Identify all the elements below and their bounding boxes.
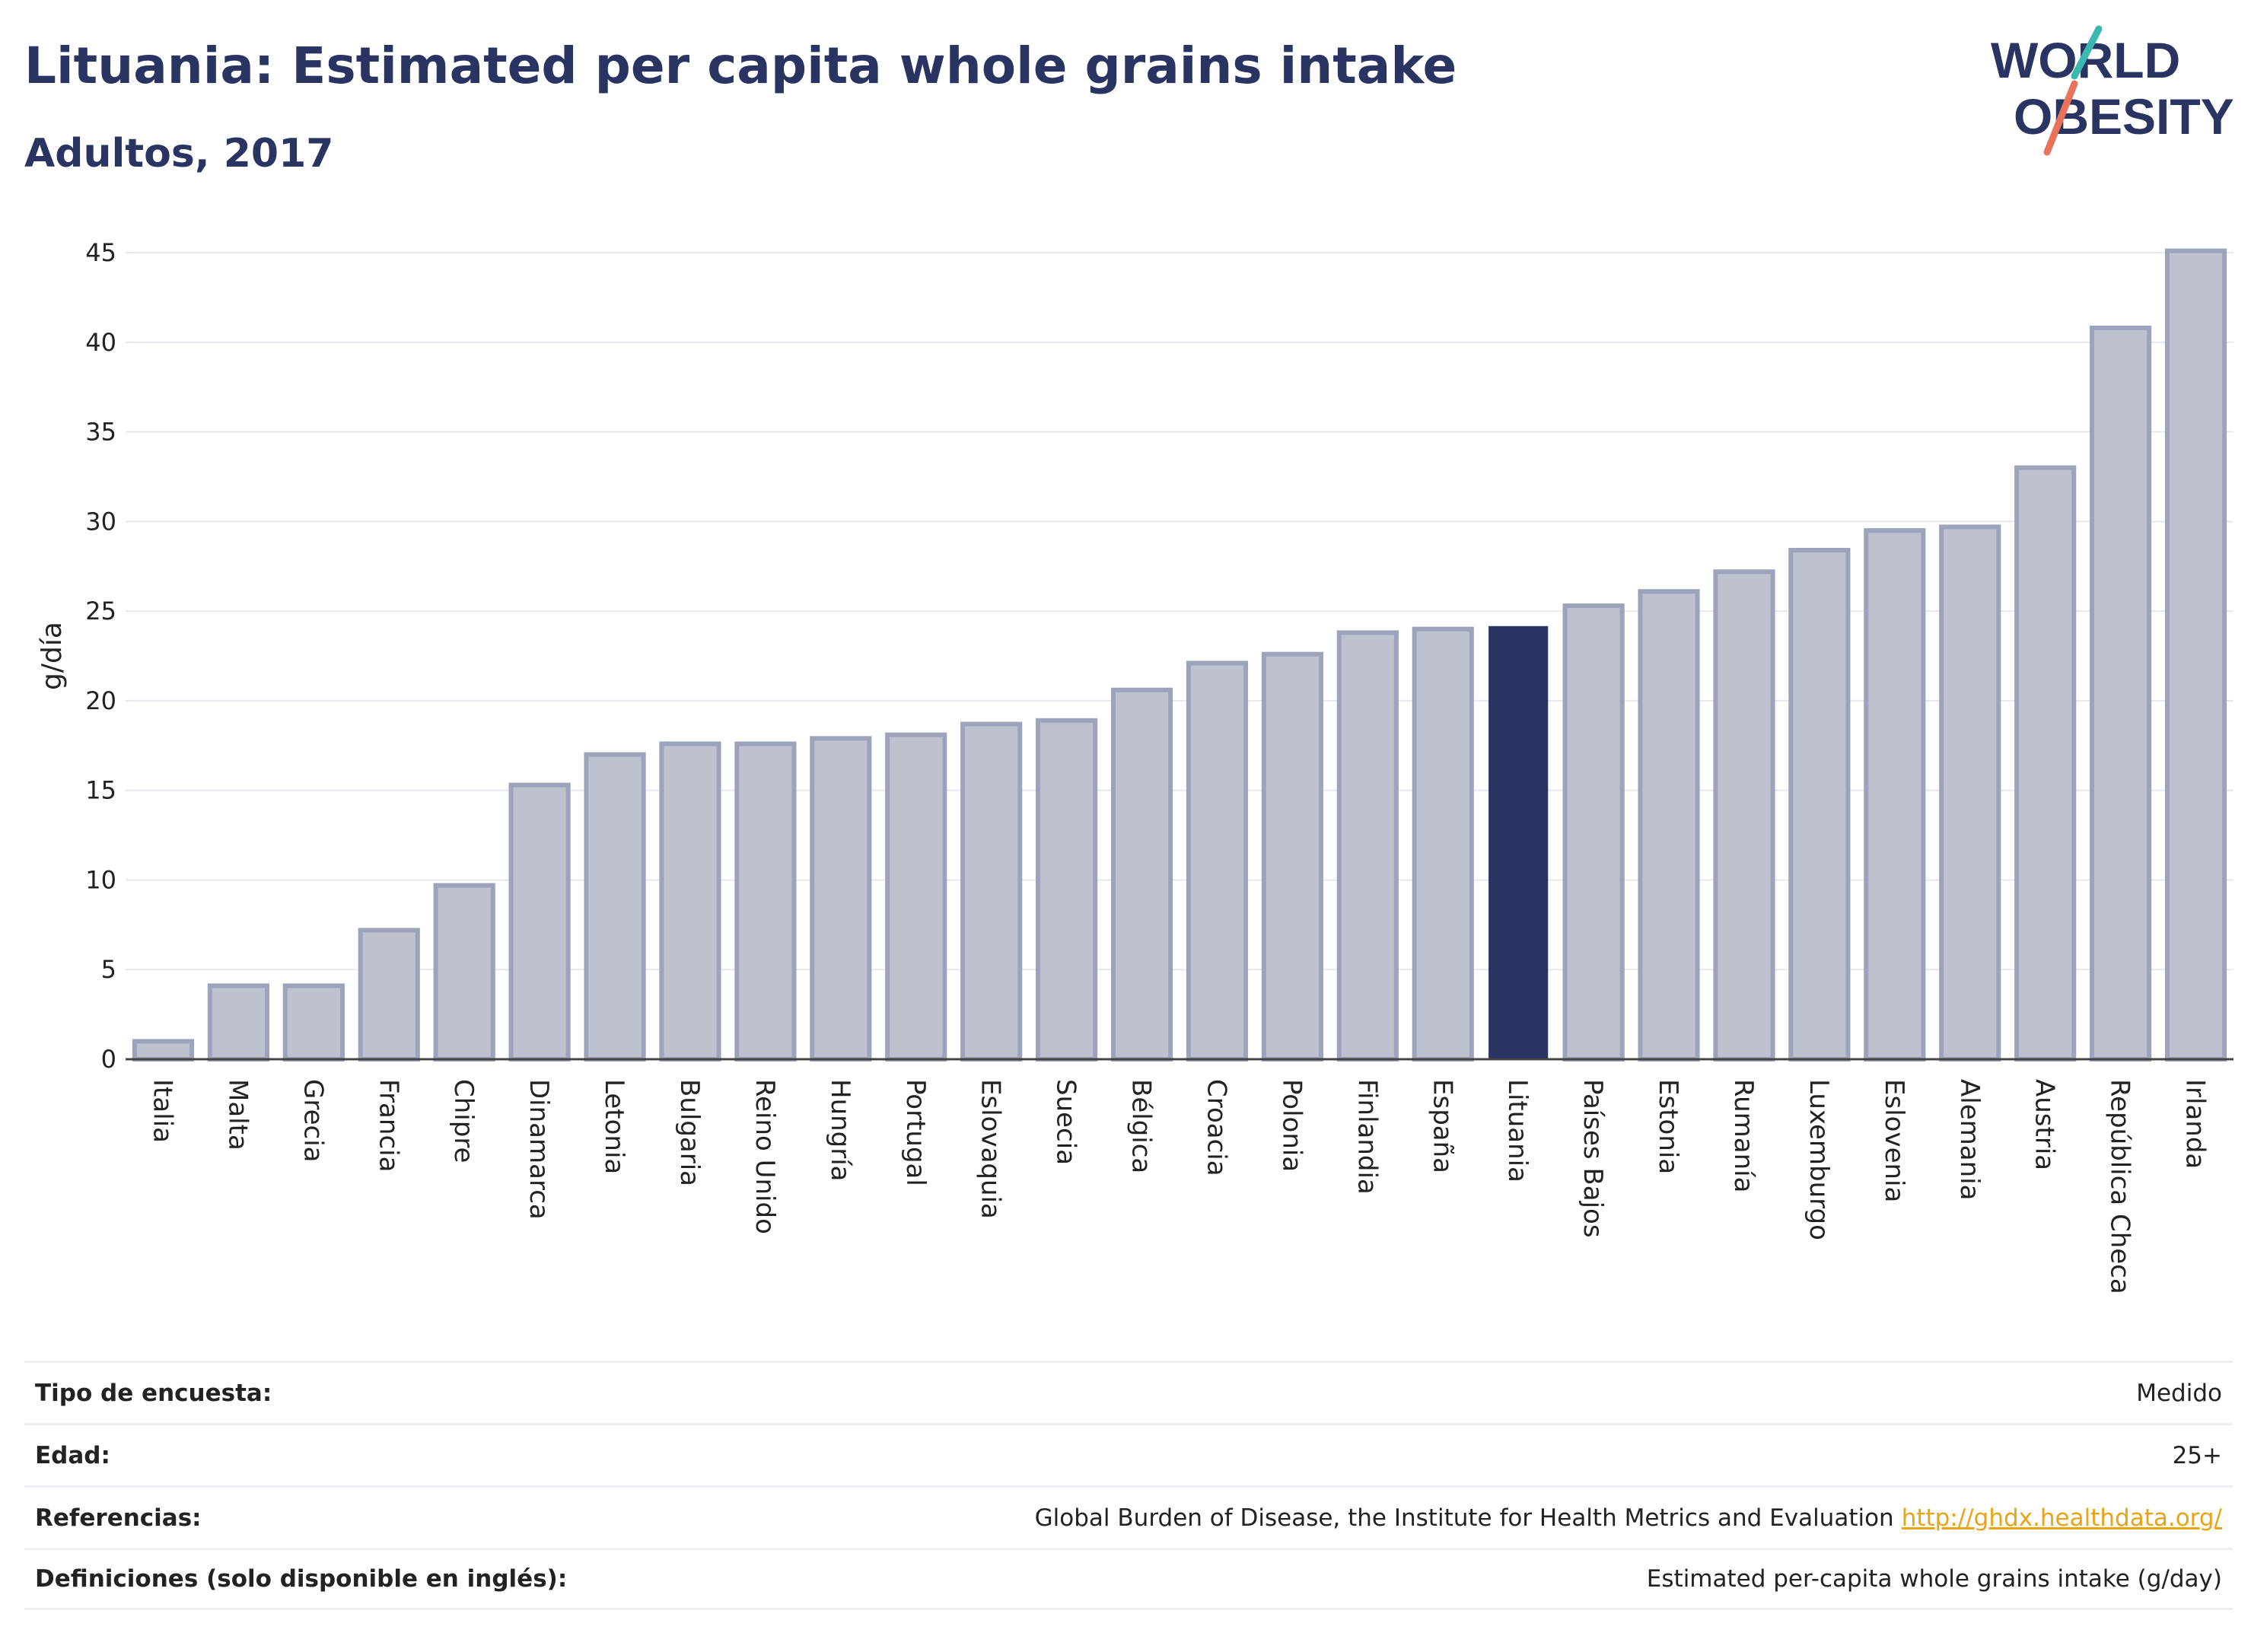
info-value: Global Burden of Disease, the Institute … <box>1034 1504 2222 1532</box>
info-key: Tipo de encuesta: <box>35 1379 272 1407</box>
x-tick-label: Croacia <box>1201 1079 1231 1176</box>
y-tick-label: 20 <box>85 686 116 715</box>
bar-portugal <box>885 732 947 1062</box>
x-tick-label: Italia <box>147 1079 177 1143</box>
x-tick-label: Portugal <box>900 1079 931 1186</box>
bar-luxemburgo <box>1788 548 1851 1062</box>
x-tick-label: Estonia <box>1653 1079 1683 1174</box>
info-key: Referencias: <box>35 1504 202 1532</box>
x-tick-label: Rumanía <box>1728 1079 1759 1192</box>
world-obesity-logo: WORLD OBESITY <box>1991 25 2234 156</box>
bar-eslovenia <box>1864 528 1926 1062</box>
x-tick-label: Chipre <box>448 1079 479 1163</box>
info-key: Edad: <box>35 1441 110 1469</box>
bar-rumanía <box>1713 569 1775 1062</box>
info-value: Medido <box>2136 1379 2222 1407</box>
logo-slash-teal <box>2071 25 2103 80</box>
y-axis-title: g/día <box>37 622 68 690</box>
info-row: Definiciones (solo disponible en inglés)… <box>24 1548 2233 1610</box>
bar-italia <box>132 1039 195 1062</box>
y-tick-label: 35 <box>85 418 116 447</box>
x-tick-label: Países Bajos <box>1578 1079 1608 1238</box>
info-table: Tipo de encuesta: Medido Edad: 25+ Referenci… <box>24 1361 2233 1610</box>
bar-lituania <box>1488 625 1549 1061</box>
bar-eslovaquia <box>960 721 1023 1062</box>
bar-suecia <box>1036 718 1098 1062</box>
x-axis-labels: Italia Malta Grecia Francia Chipre Dinamarca L… <box>147 1079 2210 1294</box>
x-tick-label: Finlandia <box>1352 1079 1382 1195</box>
info-row: Edad: 25+ <box>24 1423 2233 1485</box>
bars <box>132 248 2227 1062</box>
y-tick-label: 30 <box>85 507 116 536</box>
bar-alemania <box>1939 524 2001 1062</box>
x-tick-label: Eslovenia <box>1879 1079 1909 1202</box>
x-tick-label: Luxemburgo <box>1804 1079 1834 1240</box>
bar-croacia <box>1186 660 1249 1062</box>
x-tick-label: Bulgaria <box>674 1079 705 1186</box>
bar-francia <box>358 928 420 1062</box>
x-tick-label: Austria <box>2030 1079 2060 1170</box>
x-tick-label: Polonia <box>1276 1079 1307 1172</box>
bar-reino-unido <box>734 741 797 1062</box>
bar-irlanda <box>2164 248 2227 1062</box>
x-tick-label: Francia <box>373 1079 403 1172</box>
bar-polonia <box>1261 651 1323 1062</box>
bar-chipre <box>433 883 495 1062</box>
y-tick-label: 25 <box>85 597 116 625</box>
bar-malta <box>207 983 269 1062</box>
x-tick-label: Malta <box>222 1079 253 1151</box>
x-tick-label: Hungría <box>825 1079 855 1182</box>
reference-link[interactable]: http://ghdx.healthdata.org/ <box>1901 1504 2222 1532</box>
bar-grecia <box>282 983 345 1062</box>
bar-república-checa <box>2090 325 2152 1062</box>
bar-letonia <box>584 752 646 1062</box>
y-tick-label: 40 <box>85 328 116 357</box>
info-value: Estimated per-capita whole grains intake… <box>1646 1565 2222 1593</box>
info-row: Referencias: Global Burden of Disease, th… <box>24 1485 2233 1548</box>
x-tick-label: Dinamarca <box>524 1079 554 1220</box>
x-tick-label: Reino Unido <box>750 1079 780 1234</box>
x-tick-label: Grecia <box>298 1079 328 1162</box>
x-tick-label: Bélgica <box>1126 1079 1157 1173</box>
bar-hungría <box>810 736 872 1062</box>
y-tick-label: 5 <box>101 955 116 984</box>
chart-title: Lituania: Estimated per capita whole gra… <box>24 37 1457 95</box>
bar-austria <box>2014 465 2077 1062</box>
info-value: 25+ <box>2172 1441 2222 1469</box>
info-key: Definiciones (solo disponible en inglés)… <box>35 1565 568 1593</box>
x-tick-label: Suecia <box>1051 1079 1081 1165</box>
x-tick-label: República Checa <box>2105 1079 2135 1294</box>
bar-bulgaria <box>659 741 721 1062</box>
logo-slash-coral <box>2043 80 2078 156</box>
bar-estonia <box>1638 589 1700 1062</box>
y-axis-ticks: 0 5 10 15 20 25 30 35 40 45 <box>85 238 116 1074</box>
bar-países-bajos <box>1562 603 1625 1062</box>
y-tick-label: 10 <box>85 865 116 894</box>
x-tick-label: Eslovaquia <box>976 1079 1006 1219</box>
x-tick-label: Alemania <box>1954 1079 1985 1200</box>
x-tick-label: Letonia <box>599 1079 629 1174</box>
y-tick-label: 0 <box>101 1045 116 1074</box>
bar-españa <box>1412 626 1474 1062</box>
y-tick-label: 15 <box>85 776 116 805</box>
y-tick-label: 45 <box>85 238 116 267</box>
bar-chart: 0 5 10 15 20 25 30 35 40 45 Italia Malta Grecia Fran… <box>37 238 2233 1294</box>
x-tick-label: Lituania <box>1502 1079 1533 1183</box>
bar-dinamarca <box>508 782 571 1062</box>
bar-bélgica <box>1110 687 1173 1062</box>
x-tick-label: España <box>1427 1079 1457 1173</box>
chart-subtitle: Adultos, 2017 <box>24 131 334 177</box>
x-tick-label: Irlanda <box>2180 1079 2211 1169</box>
bar-finlandia <box>1336 630 1399 1062</box>
info-row: Tipo de encuesta: Medido <box>24 1361 2233 1423</box>
